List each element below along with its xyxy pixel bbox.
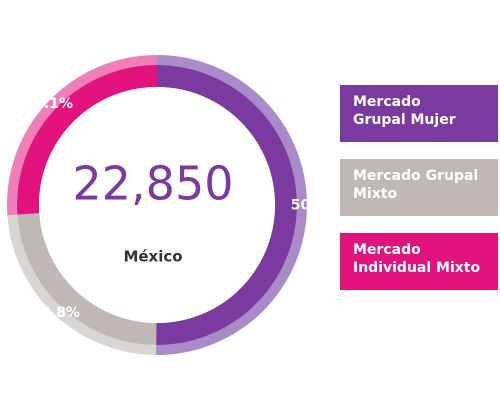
slice-mercado-grupal-mixto: [17, 213, 157, 345]
legend-item-grupal-mixto: Mercado Grupal Mixto: [340, 159, 498, 216]
center-total: 22,850: [73, 157, 234, 211]
legend-label: Mercado Grupal Mujer: [353, 94, 456, 128]
slice-label-mercado-individual-mixto: 26.1%: [25, 96, 74, 112]
legend-label: Mercado Individual Mixto: [353, 242, 481, 276]
slice-mercado-grupal-mujer: [156, 65, 298, 346]
center-region-label: México: [123, 248, 182, 266]
slice-mercado-individual-mixto: [16, 65, 157, 215]
slice-label-mercado-grupal-mixto: 23.8%: [31, 305, 80, 321]
donut-hole: [39, 87, 275, 323]
legend-item-grupal-mujer: Mercado Grupal Mujer: [340, 85, 498, 142]
slice-ring-mercado-grupal-mixto: [7, 214, 157, 355]
donut-svg: 50.1%23.8%26.1% 22,850 México: [6, 55, 307, 355]
legend-item-individual-mixto: Mercado Individual Mixto: [340, 233, 498, 290]
slice-label-mercado-grupal-mujer: 50.1%: [291, 197, 340, 213]
legend-label: Mercado Grupal Mixto: [353, 168, 479, 202]
